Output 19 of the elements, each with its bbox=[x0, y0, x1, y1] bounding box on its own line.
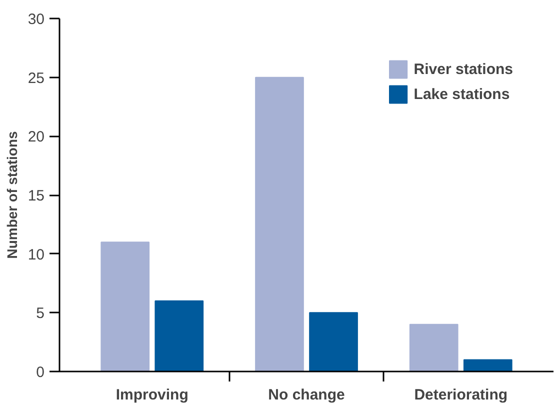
y-axis-title: Number of stations bbox=[4, 131, 20, 259]
y-tick-label: 25 bbox=[28, 70, 45, 87]
bar bbox=[463, 359, 512, 372]
x-tick-label: Improving bbox=[116, 386, 188, 404]
bar bbox=[255, 76, 304, 372]
bar bbox=[409, 324, 458, 372]
y-tick-label: 15 bbox=[28, 188, 45, 204]
y-tick-label: 0 bbox=[36, 364, 44, 381]
bar bbox=[100, 242, 150, 372]
legend-label: River stations bbox=[414, 60, 513, 78]
y-tick-label: 5 bbox=[36, 305, 44, 322]
y-tick-label: 20 bbox=[28, 128, 45, 146]
bar bbox=[154, 300, 204, 372]
legend-label: Lake stations bbox=[414, 86, 510, 102]
y-tick-label: 30 bbox=[28, 11, 45, 28]
x-tick-label: No change bbox=[268, 386, 345, 404]
y-tick-label: 10 bbox=[28, 246, 45, 264]
x-tick-label: Deteriorating bbox=[414, 386, 508, 404]
bar bbox=[309, 312, 358, 372]
